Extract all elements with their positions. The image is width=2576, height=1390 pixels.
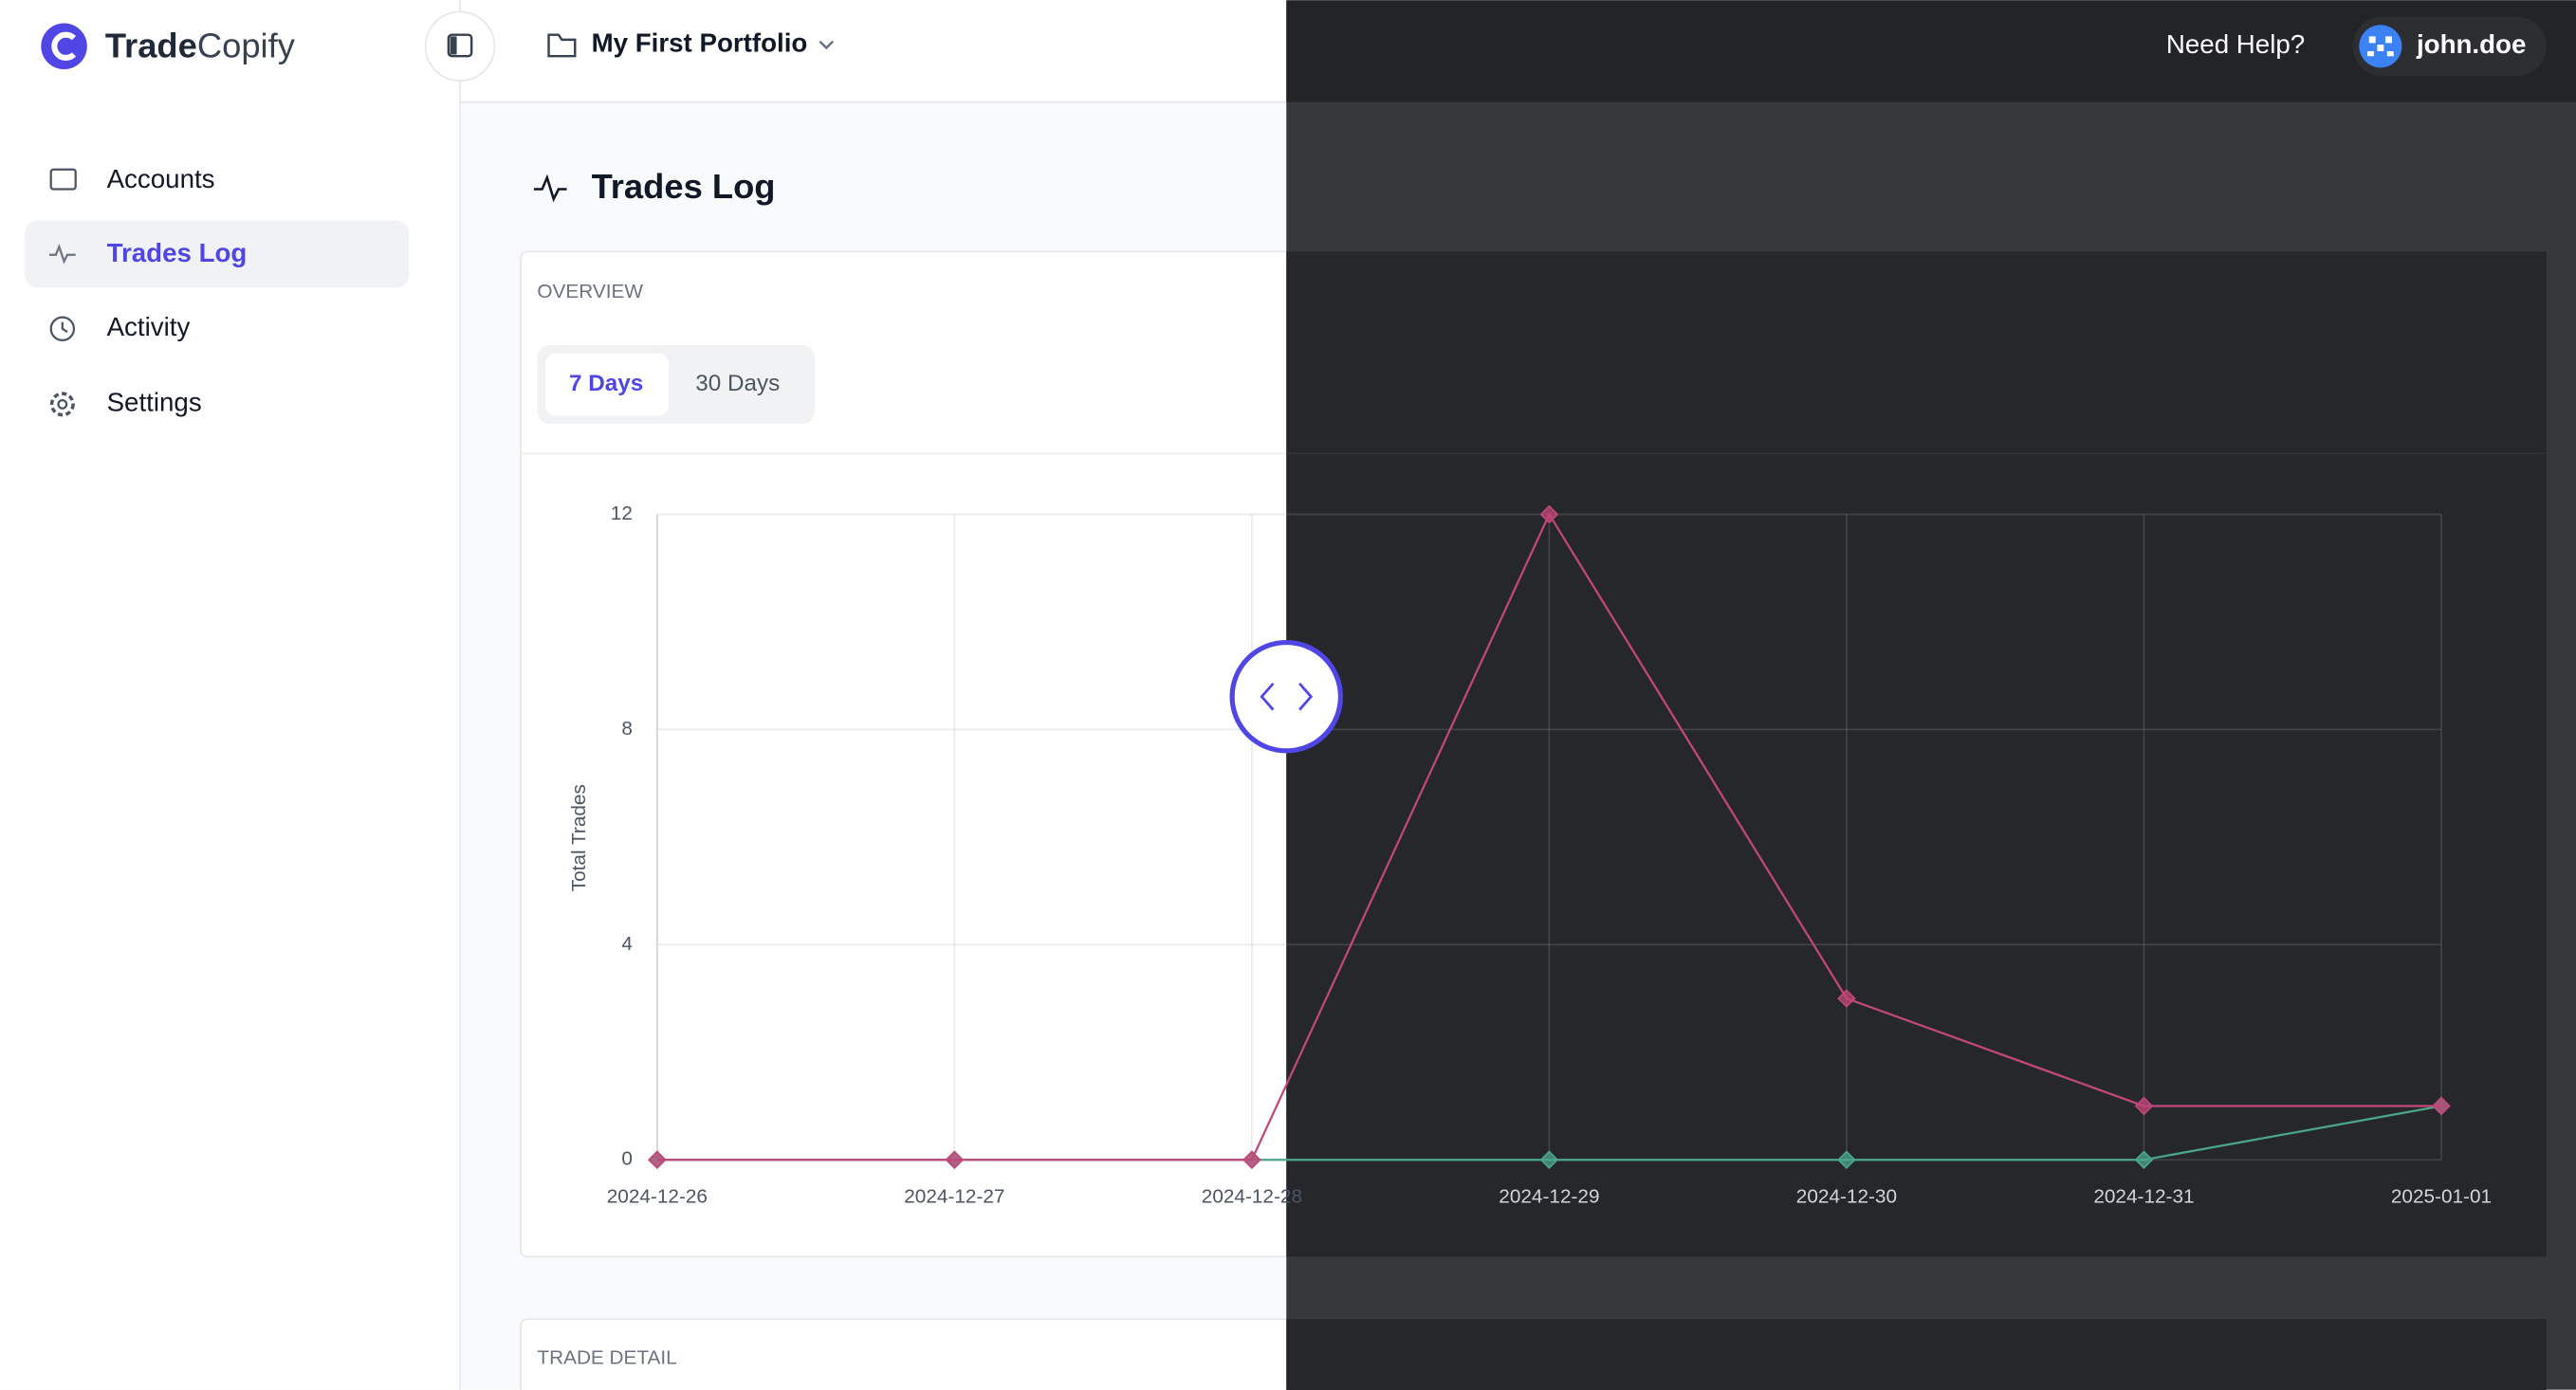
user-menu[interactable]	[2352, 16, 2547, 76]
folder-icon	[547, 33, 577, 58]
dark-detail-card	[1286, 1319, 2547, 1390]
dark-overview-card	[1286, 251, 2547, 1257]
chevron-down	[819, 40, 835, 50]
x-tick-label: 2024-12-29	[1499, 1186, 1599, 1208]
compare-handle[interactable]	[1229, 639, 1344, 754]
point	[945, 1150, 965, 1169]
chart: 0 4 8 12 2024-12-26 2024-12-27 2024-12-28 2024-…	[607, 503, 2492, 1208]
point	[2134, 1150, 2154, 1169]
activity-icon-hands	[61, 321, 68, 334]
section-label: OVERVIEW	[537, 281, 643, 302]
x-tick-label: 2025-01-01	[2391, 1186, 2492, 1208]
nav-item[interactable]: Activity	[107, 312, 191, 341]
user-name: john.doe	[2416, 29, 2526, 59]
point	[1837, 1150, 1856, 1169]
point	[1837, 989, 1856, 1008]
x-tick-label: 2024-12-26	[607, 1186, 708, 1208]
portfolio-select[interactable]: My First Portfolio	[592, 27, 808, 57]
x-tick-label: 2024-12-31	[2093, 1186, 2194, 1208]
sidebar-toggle[interactable]	[424, 10, 496, 82]
toggle-icon-bar	[450, 36, 457, 55]
x-tick-label: 2024-12-27	[904, 1186, 1004, 1208]
logo-mark	[51, 31, 77, 61]
nav-item-active[interactable]: Trades Log	[107, 238, 248, 267]
point	[1242, 1150, 1261, 1169]
avatar-pattern	[2367, 36, 2394, 57]
y-tick-label: 4	[621, 933, 633, 955]
section-label: TRADE DETAIL	[537, 1346, 676, 1368]
tab-active-bg	[545, 353, 669, 416]
accounts-icon	[49, 168, 77, 191]
header	[461, 0, 1287, 102]
point	[2432, 1096, 2451, 1116]
settings-icon-core	[57, 398, 68, 410]
title-icon	[533, 174, 567, 203]
point	[1539, 1150, 1559, 1169]
brand-light: Copify	[197, 26, 296, 64]
sidebar	[0, 0, 460, 1390]
y-tick-label: 0	[621, 1148, 633, 1170]
point	[648, 1150, 667, 1169]
activity-icon	[49, 316, 76, 341]
logo[interactable]	[41, 23, 87, 70]
trades-icon	[48, 243, 76, 265]
page-title: Trades Log	[592, 167, 776, 206]
tab[interactable]: 7 Days	[569, 371, 643, 396]
help-link[interactable]: Need Help?	[2166, 29, 2305, 59]
point	[1539, 504, 1559, 524]
nav-item[interactable]: Settings	[107, 388, 202, 417]
x-tick-label: 2024-12-28	[1202, 1186, 1302, 1208]
settings-icon	[49, 392, 75, 417]
toggle-icon	[447, 33, 473, 58]
y-tick-label: 8	[621, 718, 633, 740]
brand-bold: Trade	[105, 26, 197, 64]
point	[2134, 1096, 2154, 1116]
brand: TradeCopify	[105, 26, 296, 64]
y-axis-title: Total Trades	[568, 784, 590, 891]
handle-arrows	[1260, 682, 1314, 711]
x-tick-label: 2024-12-30	[1796, 1186, 1897, 1208]
nav-item[interactable]: Accounts	[107, 164, 215, 193]
y-tick-label: 12	[611, 503, 633, 524]
tab[interactable]: 30 Days	[695, 371, 780, 396]
nav-active-bg	[24, 220, 410, 288]
